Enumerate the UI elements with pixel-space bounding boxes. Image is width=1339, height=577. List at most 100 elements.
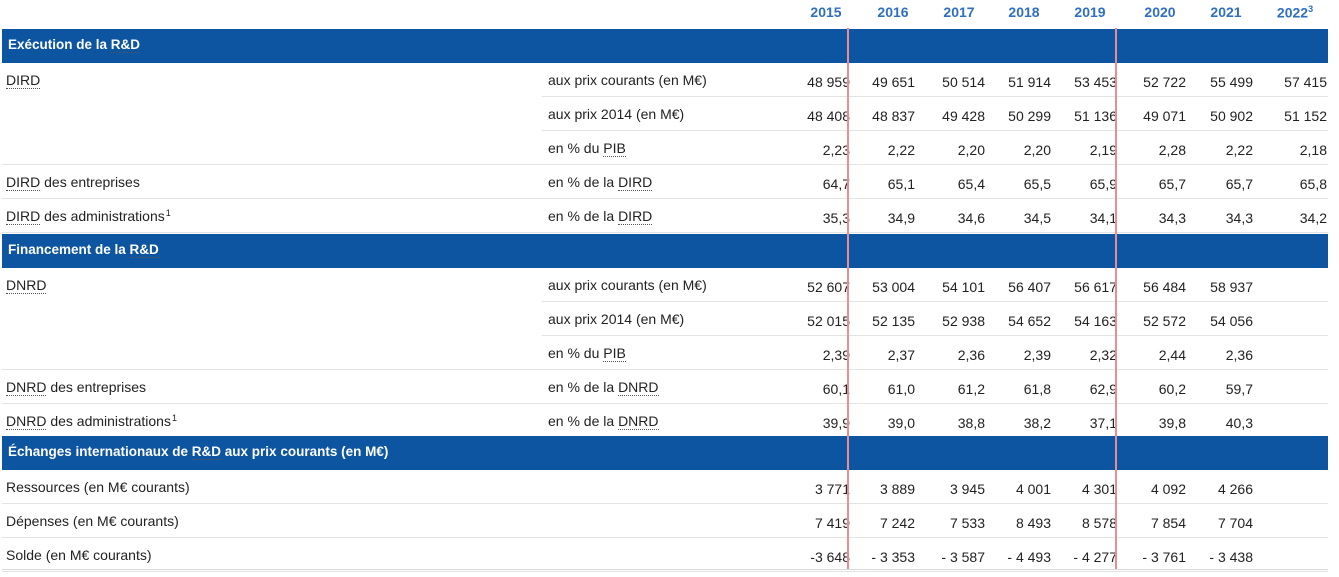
row-divider bbox=[542, 301, 1328, 302]
cell-2018: 61,8 bbox=[1023, 381, 1051, 397]
row-unit: aux prix 2014 (en M€) bbox=[548, 311, 685, 327]
section-header: Exécution de la R&D bbox=[2, 29, 1328, 63]
row-unit: en % de la DNRD bbox=[548, 413, 659, 430]
cell-2017: 65,4 bbox=[957, 176, 985, 192]
section-title: Échanges internationaux de R&D aux prix … bbox=[8, 444, 389, 460]
cell-2019: - 4 277 bbox=[1073, 549, 1117, 565]
cell-2019: 2,19 bbox=[1089, 142, 1117, 158]
cell-2016: - 3 353 bbox=[871, 549, 915, 565]
section-header: Échanges internationaux de R&D aux prix … bbox=[2, 436, 1328, 470]
table-row: aux prix 2014 (en M€) 48 408 48 837 49 428 5… bbox=[2, 97, 1328, 131]
cell-2015: 39,9 bbox=[822, 415, 850, 431]
cell-2022: 34,2 bbox=[1299, 210, 1327, 226]
cell-2019: 62,9 bbox=[1089, 381, 1117, 397]
section-header: Financement de la R&D bbox=[2, 234, 1328, 268]
cell-2020: 2,28 bbox=[1158, 142, 1186, 158]
cell-2015: 52 607 bbox=[807, 279, 850, 295]
cell-2020: 65,7 bbox=[1158, 176, 1186, 192]
section-title: Financement de la R&D bbox=[8, 242, 159, 258]
cell-2017: 61,2 bbox=[957, 381, 985, 397]
row-divider bbox=[2, 403, 1328, 404]
cell-2018: 54 652 bbox=[1008, 313, 1051, 329]
cell-2016: 48 837 bbox=[872, 108, 915, 124]
year-header-2017: 2017 bbox=[943, 4, 975, 20]
cell-2021: 65,7 bbox=[1225, 176, 1253, 192]
cell-2020: 2,44 bbox=[1158, 347, 1186, 363]
cell-2018: 65,5 bbox=[1023, 176, 1051, 192]
row-label: DIRD bbox=[6, 72, 41, 89]
cell-2015: -3 648 bbox=[810, 549, 850, 565]
footnote-marker[interactable]: 1 bbox=[171, 413, 177, 423]
row-unit: en % du PIB bbox=[548, 345, 626, 362]
cell-2020: 39,8 bbox=[1158, 415, 1186, 431]
cell-2016: 34,9 bbox=[887, 210, 915, 226]
cell-2018: 34,5 bbox=[1023, 210, 1051, 226]
cell-2017: 50 514 bbox=[942, 74, 985, 90]
footnote-marker[interactable]: 3 bbox=[1308, 4, 1314, 14]
year-header-2022: 20223 bbox=[1276, 4, 1314, 21]
cell-2019: 37,1 bbox=[1089, 415, 1117, 431]
cell-2017: 54 101 bbox=[942, 279, 985, 295]
cell-2016: 2,22 bbox=[887, 142, 915, 158]
cell-2021: - 3 438 bbox=[1209, 549, 1253, 565]
cell-2021: 54 056 bbox=[1210, 313, 1253, 329]
cell-2016: 3 889 bbox=[879, 481, 915, 497]
cell-2016: 39,0 bbox=[887, 415, 915, 431]
table-row: en % du PIB 2,23 2,22 2,20 2,20 2,19 2,28 2,22 2… bbox=[2, 131, 1328, 165]
row-unit: en % de la DNRD bbox=[548, 379, 659, 396]
year-header-2016: 2016 bbox=[877, 4, 909, 20]
row-divider bbox=[542, 96, 1328, 97]
row-label: Ressources (en M€ courants) bbox=[6, 479, 190, 495]
cell-2018: 2,20 bbox=[1023, 142, 1051, 158]
footnote-marker[interactable]: 1 bbox=[165, 208, 171, 218]
table-row: Dépenses (en M€ courants) 7 419 7 242 7 533… bbox=[2, 504, 1328, 538]
row-label: DIRD des entreprises bbox=[6, 174, 140, 191]
cell-2015: 48 959 bbox=[807, 74, 850, 90]
row-label: DNRD des administrations1 bbox=[6, 413, 177, 430]
cell-2021: 7 704 bbox=[1217, 515, 1253, 531]
cell-2017: 3 945 bbox=[949, 481, 985, 497]
cell-2016: 53 004 bbox=[872, 279, 915, 295]
row-divider bbox=[542, 130, 1328, 131]
cell-2019: 56 617 bbox=[1074, 279, 1117, 295]
year-header-row: 2015 2016 2017 2018 2019 2020 2021 20223 bbox=[0, 0, 1330, 28]
cell-2017: 2,36 bbox=[957, 347, 985, 363]
cell-2018: 38,2 bbox=[1023, 415, 1051, 431]
row-divider bbox=[2, 198, 1328, 199]
cell-2016: 2,37 bbox=[887, 347, 915, 363]
row-label: Dépenses (en M€ courants) bbox=[6, 513, 179, 529]
table-row: DIRD des administrations1 en % de la DIRD… bbox=[2, 199, 1328, 233]
cell-2021: 40,3 bbox=[1225, 415, 1253, 431]
cell-2017: 38,8 bbox=[957, 415, 985, 431]
row-divider bbox=[2, 164, 1328, 165]
row-divider bbox=[2, 369, 1328, 370]
cell-2022: 2,18 bbox=[1299, 142, 1327, 158]
table-row: Solde (en M€ courants) -3 648 - 3 353 - 3 5… bbox=[2, 538, 1328, 572]
cell-2022: 51 152 bbox=[1284, 108, 1327, 124]
cell-2017: 49 428 bbox=[942, 108, 985, 124]
cell-2020: 52 572 bbox=[1143, 313, 1186, 329]
cell-2016: 61,0 bbox=[887, 381, 915, 397]
year-header-2021: 2021 bbox=[1210, 4, 1242, 20]
year-header-2015: 2015 bbox=[810, 4, 842, 20]
cell-2020: 56 484 bbox=[1143, 279, 1186, 295]
cell-2015: 52 015 bbox=[807, 313, 850, 329]
cell-2018: 51 914 bbox=[1008, 74, 1051, 90]
section-title: Exécution de la R&D bbox=[8, 37, 141, 53]
cell-2022: 57 415 bbox=[1284, 74, 1327, 90]
cell-2018: 2,39 bbox=[1023, 347, 1051, 363]
cell-2020: 49 071 bbox=[1143, 108, 1186, 124]
cell-2017: 2,20 bbox=[957, 142, 985, 158]
cell-2021: 55 499 bbox=[1210, 74, 1253, 90]
cell-2020: 34,3 bbox=[1158, 210, 1186, 226]
cell-2017: 52 938 bbox=[942, 313, 985, 329]
separator-2019-2020 bbox=[1115, 28, 1117, 570]
row-label: DNRD bbox=[6, 277, 47, 294]
row-label: DNRD des entreprises bbox=[6, 379, 147, 396]
table-row: DNRD des entreprises en % de la DNRD 60,1 6… bbox=[2, 370, 1328, 404]
row-divider bbox=[2, 503, 1328, 504]
cell-2021: 58 937 bbox=[1210, 279, 1253, 295]
cell-2018: 50 299 bbox=[1008, 108, 1051, 124]
cell-2019: 34,1 bbox=[1089, 210, 1117, 226]
